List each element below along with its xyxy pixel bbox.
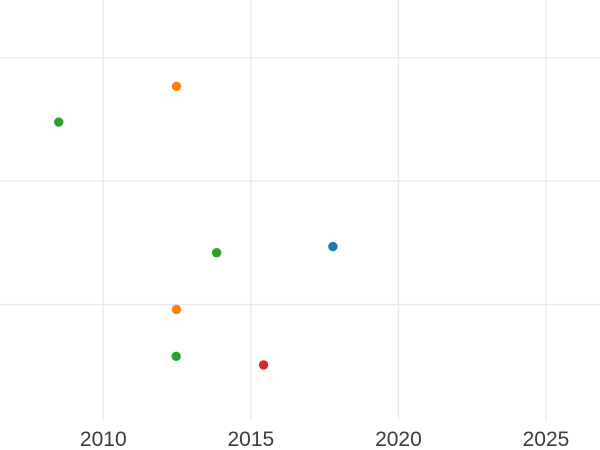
x-tick-label: 2020 (375, 428, 422, 450)
scatter-point-orange (171, 304, 182, 315)
x-tick-label: 2015 (228, 428, 275, 450)
x-tick-label: 2025 (523, 428, 570, 450)
scatter-point-green (211, 248, 222, 258)
scatter-point-blue (328, 241, 338, 252)
scatter-point-orange (171, 81, 182, 92)
scatter-point-green (54, 117, 64, 127)
x-tick-label: 2010 (80, 428, 127, 450)
scatter-point-red (258, 360, 269, 370)
scatter-point-green (171, 351, 181, 362)
